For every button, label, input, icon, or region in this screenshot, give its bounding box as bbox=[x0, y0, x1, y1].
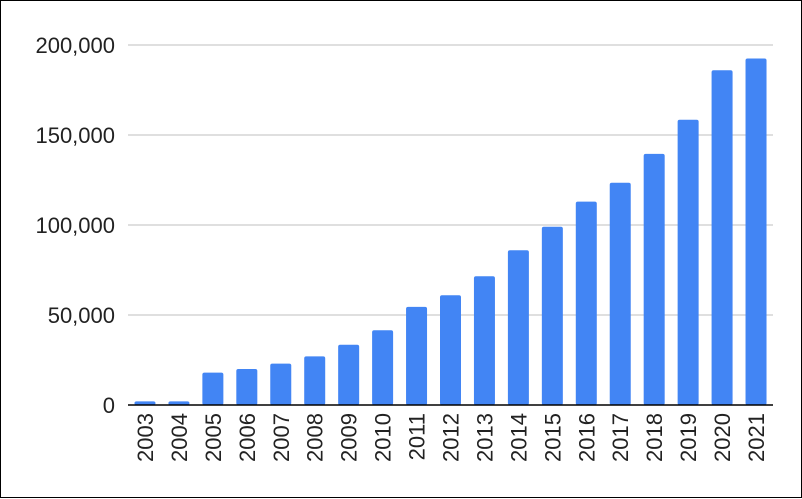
x-tick-label: 2005 bbox=[201, 413, 226, 462]
bar-2003 bbox=[134, 401, 156, 405]
x-tick-label: 2009 bbox=[337, 413, 362, 462]
bar-2012 bbox=[440, 295, 461, 405]
bar-2004 bbox=[168, 401, 190, 405]
y-tick-label: 200,000 bbox=[35, 33, 115, 58]
x-tick-label: 2020 bbox=[710, 413, 735, 462]
bar-2021 bbox=[745, 58, 767, 405]
x-tick-label: 2015 bbox=[540, 413, 565, 462]
x-tick-label: 2007 bbox=[269, 413, 294, 462]
x-tick-label: 2012 bbox=[439, 413, 464, 462]
bar-2016 bbox=[575, 201, 597, 405]
x-tick-label: 2006 bbox=[235, 413, 260, 462]
bar-2017 bbox=[609, 182, 631, 405]
bar-2013 bbox=[473, 276, 495, 405]
x-axis-ticks: 2003 2004 2005 2006 2007 2008 2009 2010 2011 2012… bbox=[133, 413, 769, 462]
bar-2006 bbox=[236, 369, 258, 405]
x-tick-label: 2003 bbox=[133, 413, 158, 462]
x-tick-label: 2021 bbox=[744, 413, 769, 462]
bars bbox=[134, 58, 767, 405]
y-tick-label: 150,000 bbox=[35, 123, 115, 148]
x-tick-label: 2016 bbox=[574, 413, 599, 462]
bar-2005 bbox=[202, 372, 224, 405]
x-tick-label: 2019 bbox=[676, 413, 701, 462]
bar-2018 bbox=[643, 153, 665, 405]
bar-2008 bbox=[304, 356, 326, 405]
y-tick-label: 0 bbox=[103, 393, 115, 418]
bar-2014 bbox=[507, 250, 529, 405]
x-tick-label: 2013 bbox=[472, 413, 497, 462]
y-axis-ticks: 0 50,000 100,000 150,000 200,000 bbox=[35, 33, 115, 418]
bar-2009 bbox=[338, 344, 360, 405]
x-tick-label: 2004 bbox=[167, 413, 192, 462]
y-tick-label: 100,000 bbox=[35, 213, 115, 238]
bar-2015 bbox=[541, 226, 563, 405]
bar-2020 bbox=[711, 70, 733, 405]
x-tick-label: 2008 bbox=[303, 413, 328, 462]
x-tick-label: 2010 bbox=[371, 413, 396, 462]
grid-lines bbox=[128, 44, 773, 316]
x-tick-label: 2014 bbox=[506, 413, 531, 462]
bar-2019 bbox=[677, 119, 699, 405]
x-tick-label: 2011 bbox=[405, 413, 430, 460]
bar-2007 bbox=[270, 363, 292, 405]
y-tick-label: 50,000 bbox=[48, 303, 115, 328]
bar-2011 bbox=[406, 306, 428, 405]
bar-2010 bbox=[372, 330, 394, 405]
x-tick-label: 2017 bbox=[608, 413, 633, 462]
x-tick-label: 2018 bbox=[642, 413, 667, 462]
